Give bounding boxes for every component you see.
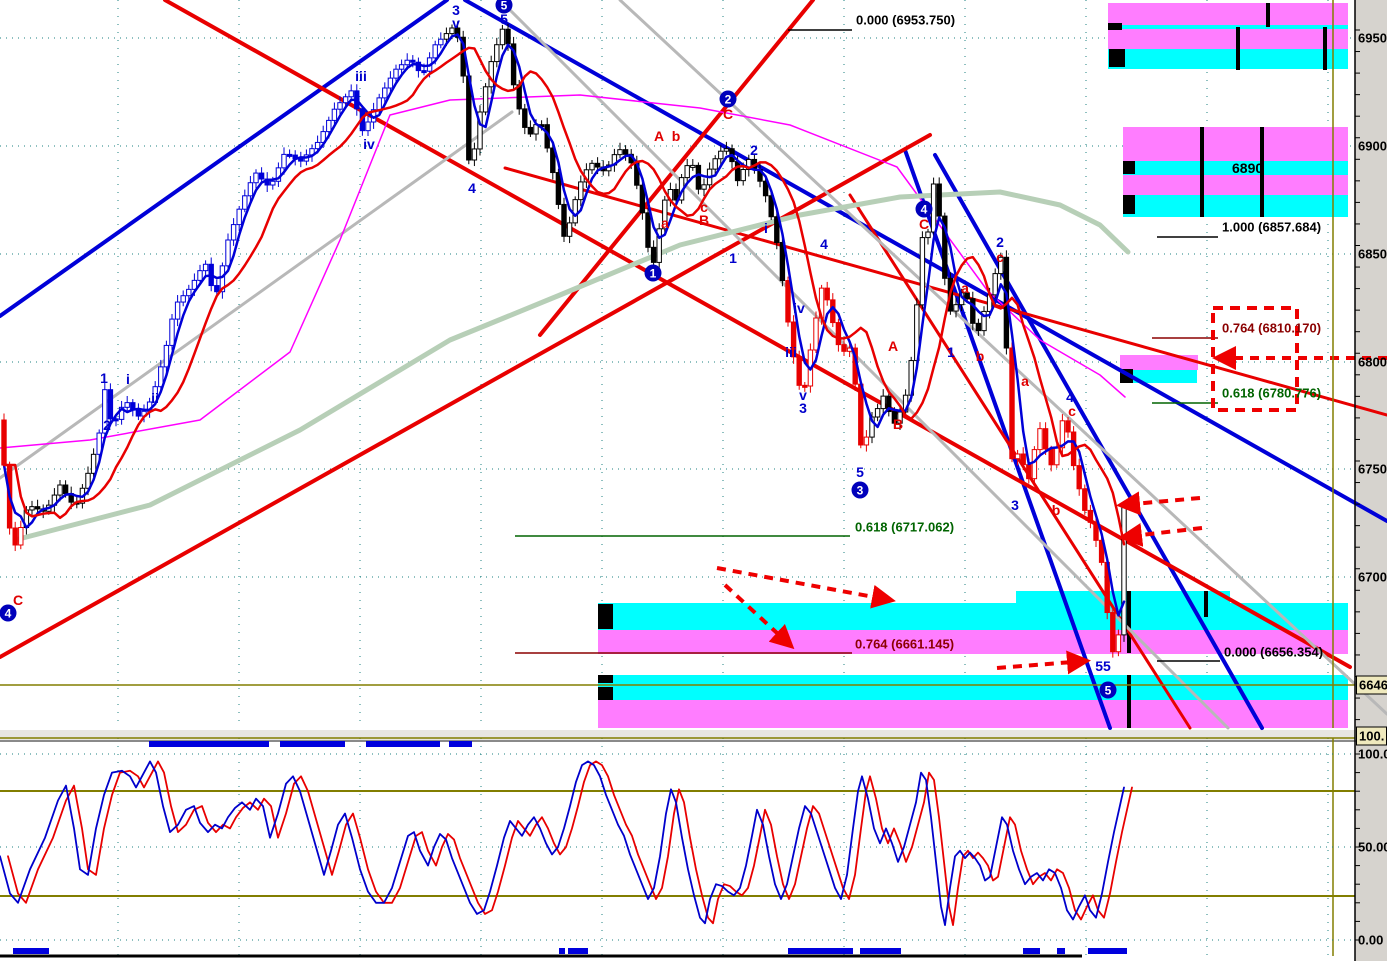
- price-axis-label: 6750.: [1358, 461, 1387, 477]
- wave-circled-label: 3: [851, 481, 869, 499]
- current-price-box: 6646.5: [1356, 675, 1387, 695]
- wave-label: 2: [750, 142, 758, 158]
- fib-level-label: 1.000 (6857.684): [1222, 219, 1322, 235]
- wave-label: 2: [103, 417, 111, 433]
- wave-label: B: [698, 212, 710, 228]
- wave-label: v: [452, 15, 460, 31]
- price-axis-label: 6700.: [1358, 569, 1387, 585]
- wave-label: 3: [452, 2, 460, 18]
- wave-label: c: [700, 199, 708, 215]
- wave-label: 5: [500, 11, 508, 27]
- wave-label: a: [961, 280, 969, 296]
- wave-label: 5: [856, 464, 864, 480]
- wave-label: C: [918, 216, 930, 232]
- wave-label: i: [764, 220, 768, 236]
- wave-label: b: [975, 348, 985, 364]
- price-axis-panel: [1355, 0, 1387, 961]
- wave-label: 2: [996, 234, 1004, 250]
- wave-label: 4: [1066, 389, 1074, 405]
- wave-circled-label: 5: [495, 0, 513, 14]
- wave-label: ii: [151, 390, 159, 406]
- band-price-label: 6890: [1232, 160, 1264, 176]
- wave-label: v: [799, 387, 807, 403]
- fib-level-label: 0.764 (6810.170): [1222, 320, 1322, 336]
- wave-label: 1: [100, 370, 108, 386]
- fib-level-label: 0.764 (6661.145): [855, 636, 955, 652]
- wave-label: c: [1068, 403, 1076, 419]
- wave-label: C: [12, 592, 24, 608]
- wave-label: iii: [785, 344, 797, 360]
- wave-label: 1: [729, 250, 737, 266]
- fib-level-label: 0.000 (6656.354): [1224, 644, 1324, 660]
- wave-label: 55: [1095, 658, 1111, 674]
- fib-level-label: 0.618 (6717.062): [855, 519, 955, 535]
- wave-label: A: [887, 338, 899, 354]
- price-axis-label: 6800.: [1358, 354, 1387, 370]
- wave-label: 1: [947, 344, 955, 360]
- oscillator-axis-label: 50.00: [1358, 839, 1387, 855]
- price-axis-label: 6850.: [1358, 246, 1387, 262]
- wave-circled-label: 5: [1099, 681, 1117, 699]
- fib-level-label: 0.618 (6780.776): [1222, 385, 1322, 401]
- oscillator-axis-label: 0.00: [1358, 932, 1384, 948]
- wave-label: iv: [793, 300, 805, 316]
- wave-label: i: [126, 371, 130, 387]
- wave-label: 3: [799, 400, 807, 416]
- wave-label: a: [1021, 373, 1029, 389]
- wave-label: 3: [1011, 497, 1019, 513]
- oscillator-axis-label: 100.0: [1358, 746, 1387, 762]
- wave-label: 4: [820, 236, 828, 252]
- wave-label: A: [653, 128, 665, 144]
- wave-label: c: [996, 249, 1004, 265]
- wave-label: B: [892, 416, 904, 432]
- price-axis-label: 6950.: [1358, 30, 1387, 46]
- wave-label: iii: [355, 68, 367, 84]
- price-axis-label: 6900.: [1358, 138, 1387, 154]
- fib-level-label: 0.000 (6953.750): [856, 12, 956, 28]
- wave-label: C: [722, 106, 734, 122]
- wave-circled-label: 1: [644, 264, 662, 282]
- oscillator-value-box: 100.: [1356, 726, 1387, 746]
- wave-label: iv: [363, 136, 375, 152]
- wave-label: a: [661, 215, 669, 231]
- wave-circled-label: 4: [915, 200, 933, 218]
- wave-circled-label: 2: [719, 90, 737, 108]
- wave-label: 4: [468, 180, 476, 196]
- wave-circled-label: 4: [0, 604, 17, 622]
- wave-label: b: [671, 128, 681, 144]
- wave-label: b: [1051, 502, 1061, 518]
